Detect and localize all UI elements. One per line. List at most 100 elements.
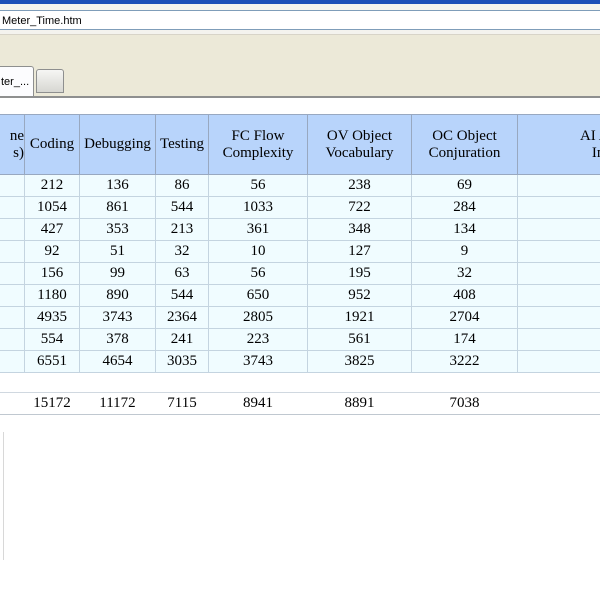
empty-cell (155, 372, 209, 393)
cell: 212 (24, 174, 80, 197)
table-row: 4935374323642805192127041098 (0, 306, 600, 329)
cell: 174 (411, 328, 518, 351)
cell: 4935 (24, 306, 80, 329)
column-header: Testing (155, 114, 209, 175)
table-row: 1054861544103372228484 (0, 196, 600, 219)
column-header: ne s) (0, 114, 25, 175)
row-label-cell (0, 350, 25, 373)
column-header: Coding (24, 114, 80, 175)
cell: 348 (307, 218, 412, 241)
tab-strip: ter_... (0, 62, 600, 98)
column-header: FC Flow Complexity (208, 114, 308, 175)
data-table: ne s) Coding Debugging Testing FC Flow Compl… (0, 114, 600, 415)
total-cell: 11172 (79, 392, 156, 415)
cell: 554 (24, 328, 80, 351)
cell: 69 (411, 174, 518, 197)
column-header: OV Object Vocabulary (307, 114, 412, 175)
table-row: 655146543035374338253222647 (0, 350, 600, 373)
row-label-cell (0, 306, 25, 329)
cell: 544 (155, 284, 209, 307)
empty-cell (79, 372, 156, 393)
cell: 127 (307, 240, 412, 263)
row-label-cell (0, 218, 25, 241)
cell: 647 (517, 350, 600, 373)
cell: 92 (24, 240, 80, 263)
cell: 952 (307, 284, 412, 307)
cell: 10 (208, 240, 308, 263)
column-header: Debugging (79, 114, 156, 175)
cell: 56 (208, 174, 308, 197)
cell: 427 (24, 218, 80, 241)
address-input[interactable]: Meter_Time.htm (0, 10, 600, 30)
cell: 544 (155, 196, 209, 219)
cell: 195 (307, 262, 412, 285)
cell: 650 (208, 284, 308, 307)
row-label-cell (0, 196, 25, 219)
empty-cell (411, 372, 518, 393)
cell: 56 (208, 262, 308, 285)
row-label-cell (0, 262, 25, 285)
cell: 3035 (155, 350, 209, 373)
row-label-cell (0, 392, 25, 415)
new-tab[interactable] (36, 69, 64, 93)
column-header: OC Object Conjuration (411, 114, 518, 175)
row-label-cell (0, 328, 25, 351)
table-area: ne s) Coding Debugging Testing FC Flow Compl… (0, 114, 600, 424)
cell: 1033 (208, 196, 308, 219)
total-cell: 7115 (155, 392, 209, 415)
row-label-cell (0, 240, 25, 263)
cell: 99 (79, 262, 156, 285)
header-row: ne s) Coding Debugging Testing FC Flow Compl… (0, 114, 600, 175)
cell: 378 (79, 328, 156, 351)
cell: 32 (411, 262, 518, 285)
cell: 2364 (155, 306, 209, 329)
cell: 21 (517, 174, 600, 197)
cell: 134 (411, 218, 518, 241)
cell: 1054 (24, 196, 80, 219)
cell: 1098 (517, 306, 600, 329)
cell: 408 (411, 284, 518, 307)
cell: 353 (79, 218, 156, 241)
cell: 84 (517, 196, 600, 219)
cell: 6551 (24, 350, 80, 373)
empty-cell (24, 372, 80, 393)
cell: 2805 (208, 306, 308, 329)
cell: 136 (79, 174, 156, 197)
toolbar (0, 35, 600, 62)
cell: 5 (517, 240, 600, 263)
cell: 223 (208, 328, 308, 351)
tab[interactable]: ter_... (0, 66, 34, 96)
cell: 890 (79, 284, 156, 307)
table-row: 156996356195320 (0, 262, 600, 285)
row-label-cell (0, 174, 25, 197)
totals-row: 151721117271158941889170382101 (0, 392, 600, 415)
cell: 156 (24, 262, 80, 285)
address-bar: Meter_Time.htm (0, 4, 600, 35)
cell: 0 (517, 262, 600, 285)
table-row: 9251321012795 (0, 240, 600, 263)
table-row: 4273532133613481345 (0, 218, 600, 241)
cell: 861 (79, 196, 156, 219)
cell: 2704 (411, 306, 518, 329)
cell: 63 (155, 262, 209, 285)
cell: 238 (307, 174, 412, 197)
empty-cell (208, 372, 308, 393)
table-row: 55437824122356117448 (0, 328, 600, 351)
column-header: AI Arithmeti Intricacy (517, 114, 600, 175)
cell: 1180 (24, 284, 80, 307)
total-cell: 15172 (24, 392, 80, 415)
total-cell: 8891 (307, 392, 412, 415)
spacer-row (0, 372, 600, 393)
table-row: 21213686562386921 (0, 174, 600, 197)
cell: 51 (79, 240, 156, 263)
cell: 722 (307, 196, 412, 219)
cell: 5 (517, 218, 600, 241)
cell: 3743 (79, 306, 156, 329)
table-row: 1180890544650952408190 (0, 284, 600, 307)
panel-edge (0, 432, 4, 560)
title-bar (0, 0, 600, 4)
cell: 86 (155, 174, 209, 197)
cell: 9 (411, 240, 518, 263)
